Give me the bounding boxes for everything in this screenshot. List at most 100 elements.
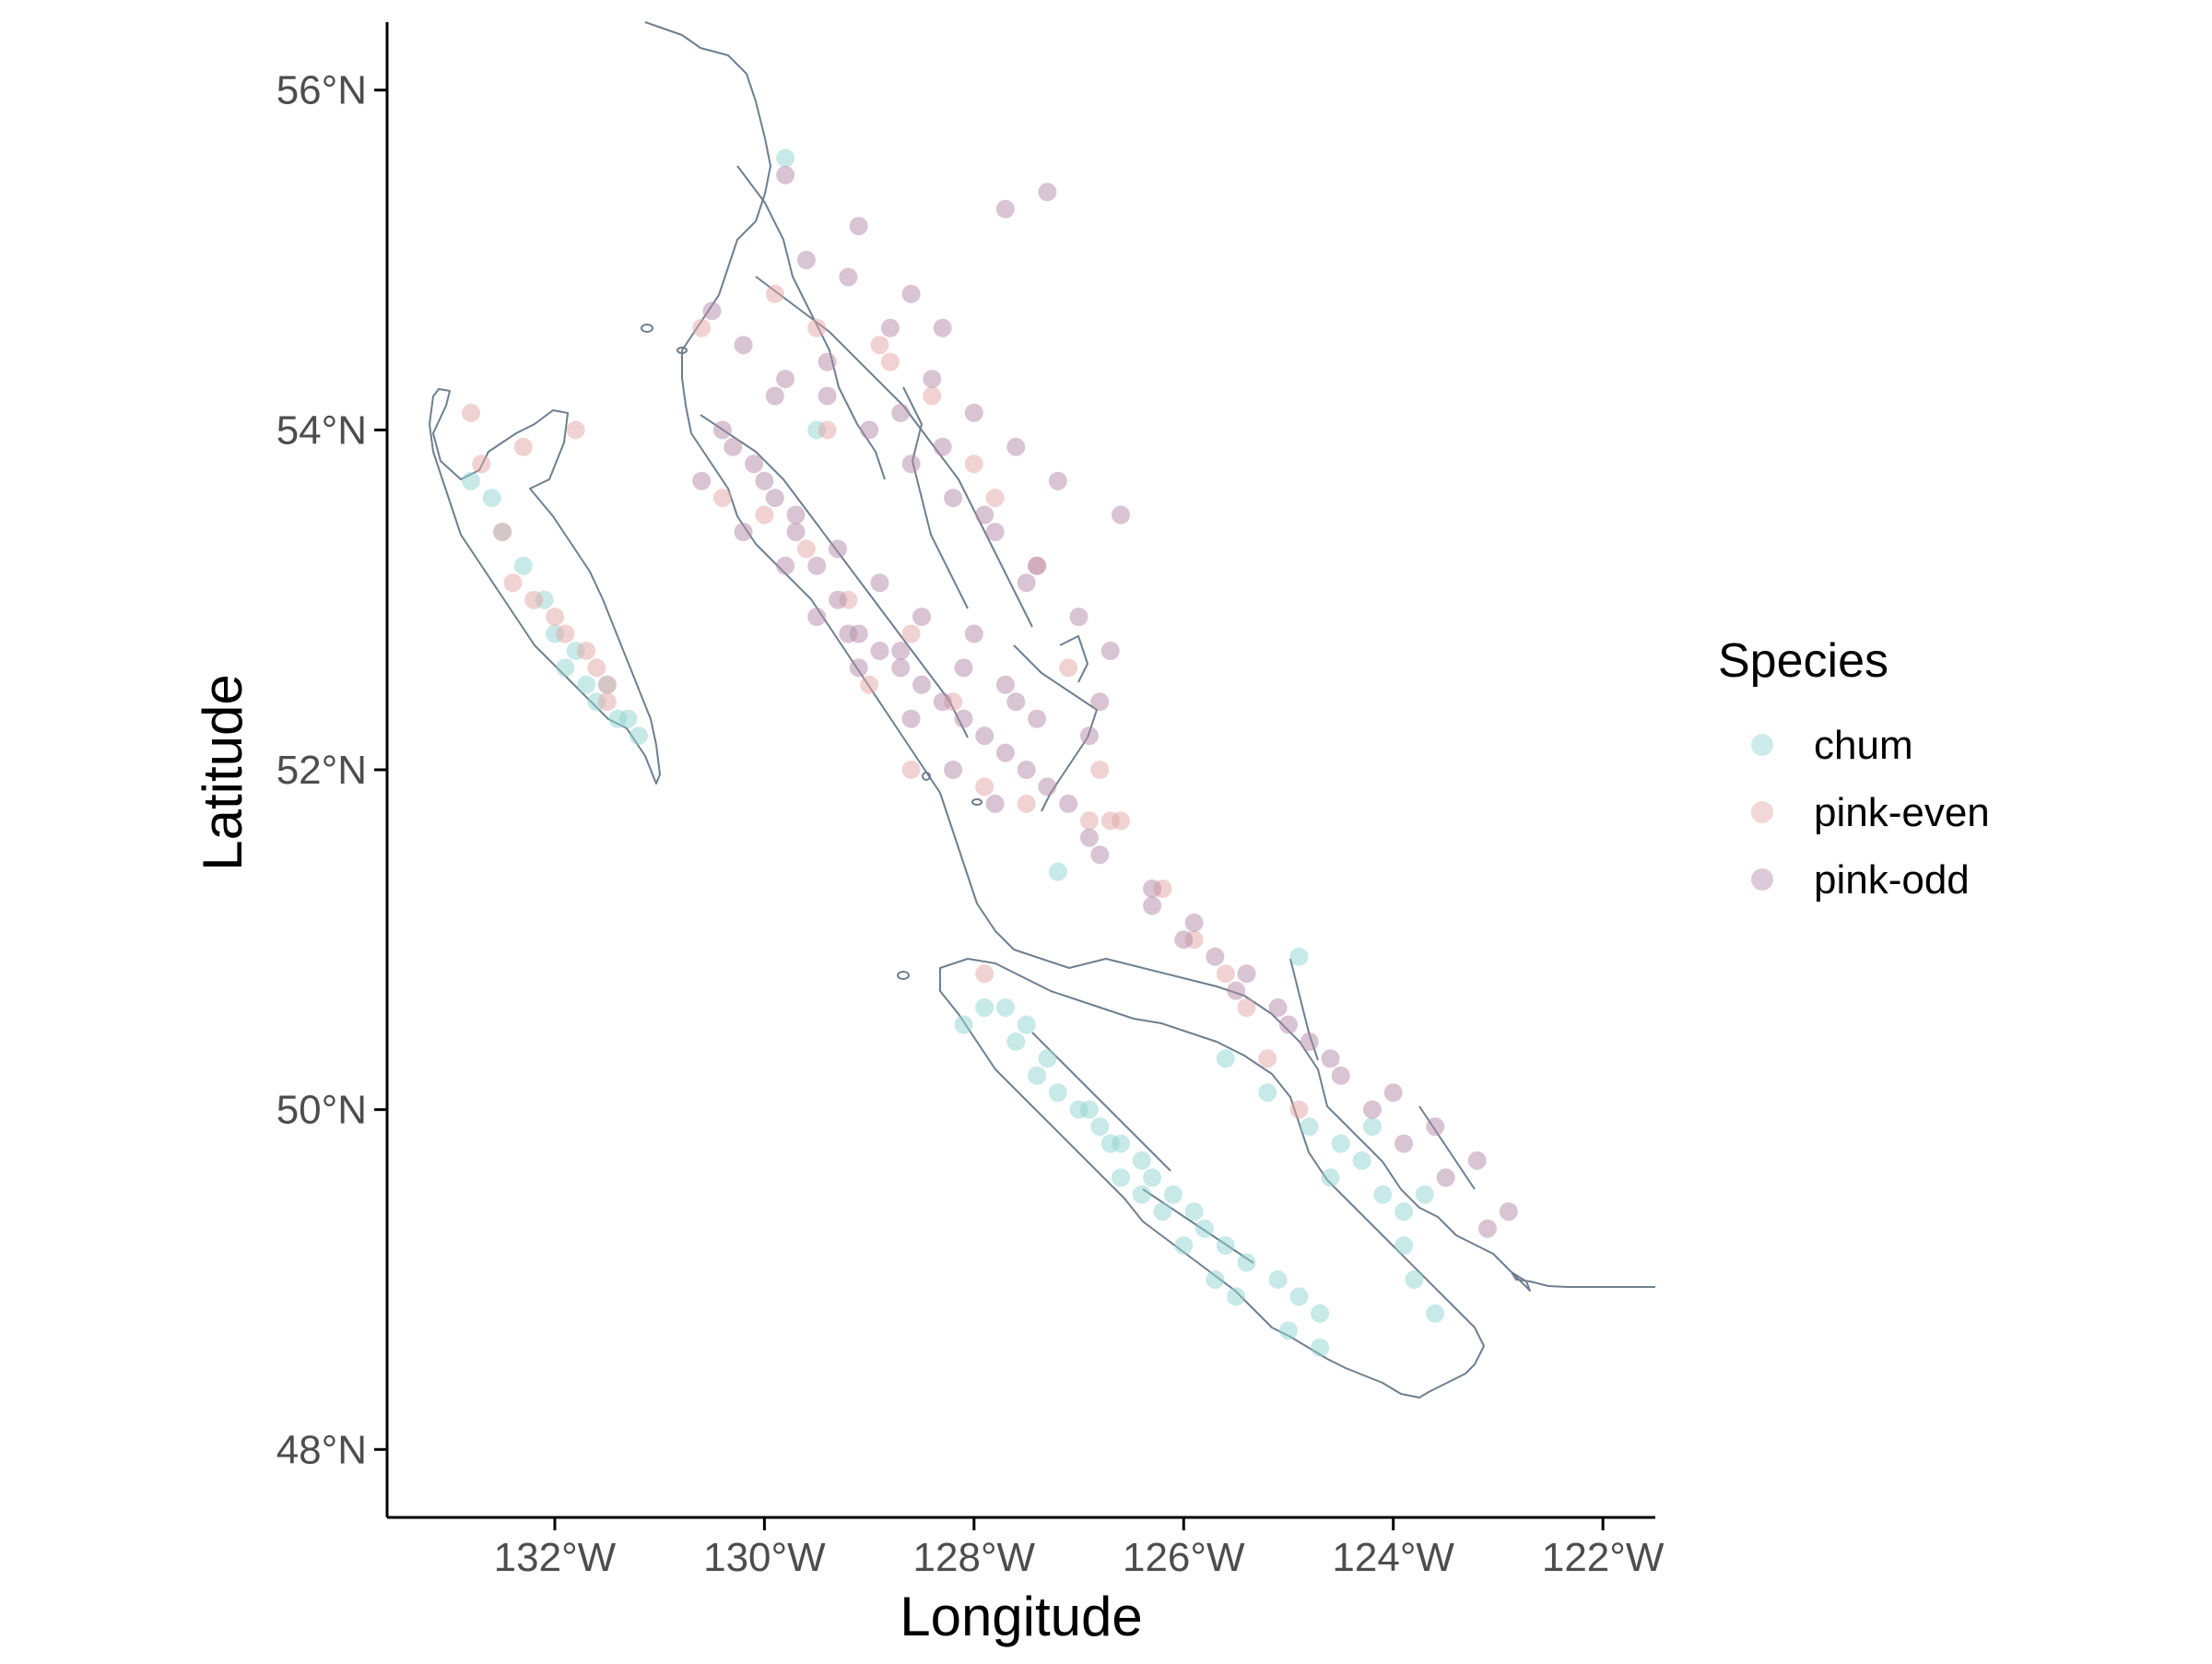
point-chum bbox=[1279, 1321, 1298, 1340]
point-chum bbox=[1321, 1168, 1340, 1187]
point-pink-even bbox=[860, 675, 879, 694]
point-pink-even bbox=[901, 761, 921, 779]
point-pink-odd bbox=[786, 505, 806, 525]
point-chum bbox=[1289, 1287, 1309, 1306]
point-chum bbox=[1184, 1202, 1204, 1221]
point-pink-odd bbox=[734, 523, 753, 541]
point-chum bbox=[1206, 1270, 1225, 1289]
point-pink-even bbox=[1258, 1049, 1277, 1068]
point-chum bbox=[975, 998, 994, 1017]
point-pink-even bbox=[975, 964, 994, 984]
x-tick-label: 124°W bbox=[1332, 1535, 1454, 1580]
legend-label-pink-even: pink-even bbox=[1814, 790, 1990, 835]
point-chum bbox=[1415, 1185, 1434, 1204]
point-pink-odd bbox=[891, 658, 911, 678]
point-chum bbox=[629, 726, 648, 746]
point-pink-odd bbox=[818, 386, 837, 406]
point-pink-odd bbox=[933, 437, 952, 456]
point-pink-odd bbox=[692, 471, 712, 490]
point-pink-even bbox=[566, 420, 585, 440]
legend-label-chum: chum bbox=[1814, 723, 1913, 768]
point-pink-odd bbox=[1079, 828, 1099, 847]
point-pink-odd bbox=[818, 352, 837, 372]
point-pink-odd bbox=[1112, 505, 1130, 525]
point-chum bbox=[1048, 862, 1067, 881]
point-pink-odd bbox=[1143, 879, 1162, 898]
point-chum bbox=[462, 471, 480, 490]
point-chum bbox=[1163, 1185, 1182, 1204]
point-pink-odd bbox=[912, 675, 931, 694]
point-pink-even bbox=[597, 675, 617, 694]
point-chum bbox=[1100, 1134, 1120, 1153]
point-pink-odd bbox=[1436, 1168, 1455, 1187]
point-chum bbox=[776, 148, 795, 168]
point-chum bbox=[1363, 1117, 1382, 1137]
point-pink-even bbox=[1090, 761, 1110, 779]
y-tick-label: 54°N bbox=[276, 407, 367, 453]
y-tick-label: 52°N bbox=[276, 748, 367, 793]
small-island-4 bbox=[922, 772, 931, 781]
point-pink-odd bbox=[995, 199, 1015, 218]
mainland-inlet-8 bbox=[1059, 635, 1088, 683]
point-pink-even bbox=[493, 523, 512, 541]
point-chum bbox=[618, 709, 638, 728]
point-pink-even bbox=[985, 489, 1005, 508]
point-pink-odd bbox=[901, 284, 921, 303]
point-pink-odd bbox=[1268, 998, 1288, 1017]
point-pink-even bbox=[1216, 964, 1235, 984]
point-pink-odd bbox=[839, 624, 858, 643]
point-pink-odd bbox=[860, 420, 879, 440]
point-pink-odd bbox=[912, 608, 931, 627]
point-chum bbox=[1038, 1049, 1057, 1068]
point-pink-odd bbox=[1363, 1100, 1382, 1119]
legend: Species chum pink-even pink-odd bbox=[1718, 634, 1990, 903]
point-pink-odd bbox=[891, 642, 911, 660]
small-island-5 bbox=[971, 798, 982, 806]
point-pink-odd bbox=[1069, 608, 1088, 627]
point-pink-odd bbox=[712, 420, 732, 440]
legend-key-pink-even bbox=[1751, 801, 1773, 823]
point-pink-odd bbox=[870, 573, 889, 593]
point-pink-odd bbox=[734, 336, 753, 355]
legend-key-chum bbox=[1751, 734, 1773, 756]
point-chum bbox=[482, 489, 501, 508]
point-chum bbox=[1216, 1049, 1235, 1068]
x-tick-label: 132°W bbox=[494, 1535, 617, 1580]
point-pink-odd bbox=[776, 165, 795, 184]
point-pink-even bbox=[755, 505, 774, 525]
point-pink-odd bbox=[1038, 777, 1057, 797]
points-layer bbox=[462, 148, 1518, 1357]
point-pink-even bbox=[1289, 1100, 1309, 1119]
x-tick-label: 128°W bbox=[913, 1535, 1036, 1580]
point-pink-odd bbox=[901, 454, 921, 474]
point-pink-odd bbox=[1467, 1151, 1487, 1170]
point-pink-even bbox=[712, 489, 732, 508]
point-chum bbox=[995, 998, 1015, 1017]
point-pink-odd bbox=[1383, 1083, 1403, 1103]
point-pink-even bbox=[462, 403, 480, 422]
point-pink-odd bbox=[1090, 692, 1110, 712]
point-chum bbox=[1048, 1083, 1067, 1103]
point-pink-odd bbox=[1006, 437, 1026, 456]
point-pink-even bbox=[546, 608, 564, 627]
point-chum bbox=[1405, 1270, 1424, 1289]
point-pink-odd bbox=[765, 489, 784, 508]
point-pink-even bbox=[880, 352, 900, 372]
point-pink-odd bbox=[1174, 930, 1194, 950]
point-pink-odd bbox=[1048, 471, 1067, 490]
mainland-inlet-4 bbox=[902, 386, 969, 609]
point-pink-odd bbox=[933, 318, 952, 337]
y-tick-label: 50°N bbox=[276, 1088, 367, 1133]
point-pink-odd bbox=[1331, 1066, 1350, 1085]
point-chum bbox=[1112, 1168, 1130, 1187]
small-island-2 bbox=[677, 347, 688, 354]
point-pink-odd bbox=[1028, 556, 1047, 575]
mainland-coastline bbox=[644, 21, 1655, 1292]
point-pink-odd bbox=[1028, 709, 1047, 728]
point-chum bbox=[1017, 1015, 1036, 1034]
point-chum bbox=[1237, 1253, 1256, 1272]
point-pink-odd bbox=[849, 217, 868, 236]
point-pink-even bbox=[1237, 998, 1256, 1017]
